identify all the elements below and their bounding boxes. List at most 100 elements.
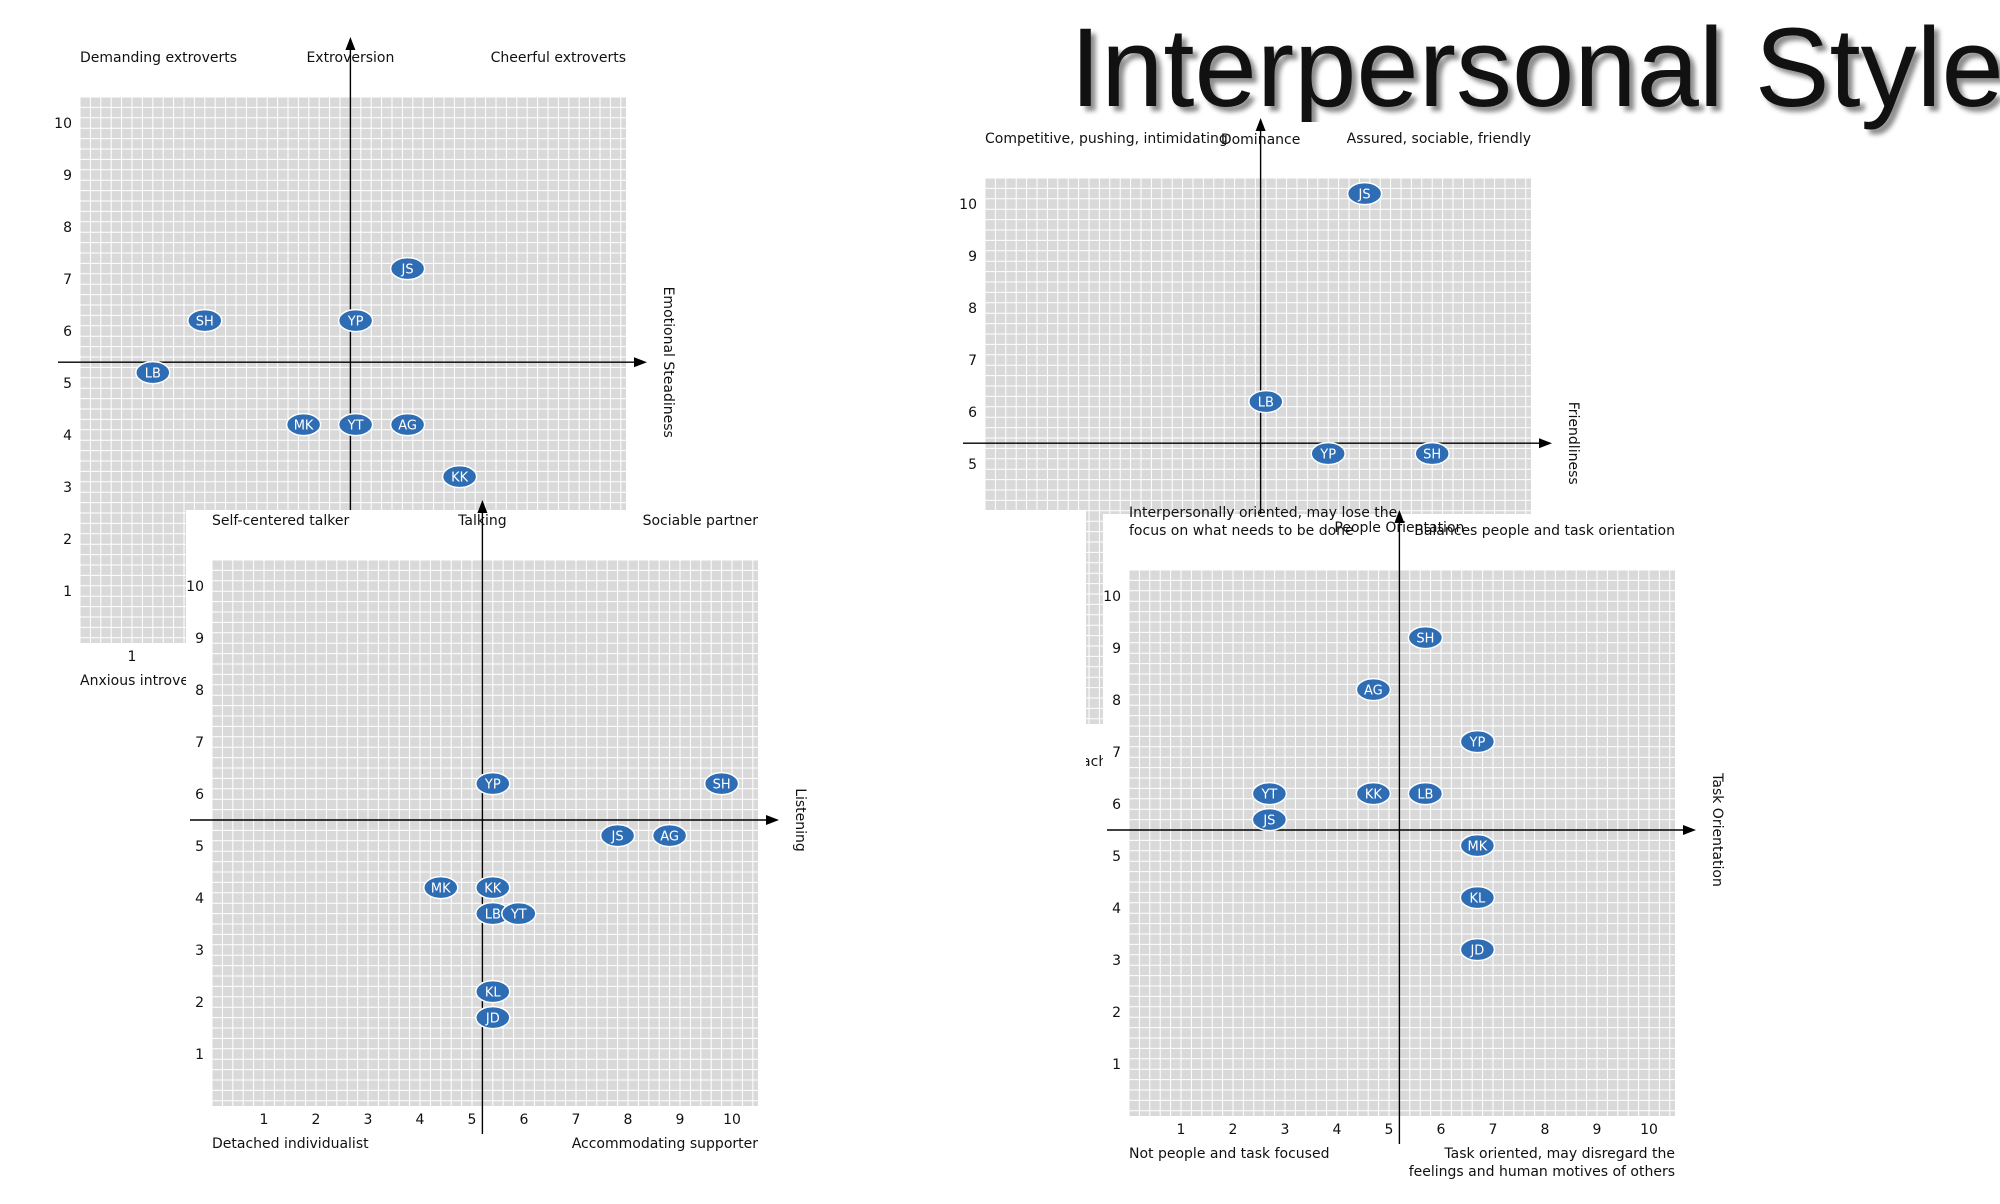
data-point-label: YP [347,315,364,330]
x-tick-label: 6 [520,1112,529,1128]
x-tick-label: 1 [128,649,137,665]
data-point-ag[interactable]: AG [651,823,688,848]
data-point-kk[interactable]: KK [441,464,478,489]
x-tick-label: 2 [312,1112,321,1128]
data-point-label: MK [431,882,451,897]
data-point-yp[interactable]: YP [1459,729,1496,754]
data-point-sh[interactable]: SH [703,771,740,796]
data-point-label: SH [196,315,214,330]
quadrant-label-bottom-left: Not people and task focused [1129,1146,1329,1162]
data-point-kk[interactable]: KK [1355,781,1392,806]
data-point-label: JD [485,1012,500,1027]
quadrant-label-top-right: Cheerful extroverts [491,50,626,66]
x-axis-title: Emotional Steadiness [660,287,676,438]
data-point-label: LB [485,908,501,923]
quadrant-label-bottom-left: Anxious introverts [80,673,208,689]
data-point-label: SH [1423,448,1441,463]
data-point-ag[interactable]: AG [1355,677,1392,702]
data-point-sh[interactable]: SH [1407,625,1444,650]
data-point-yp[interactable]: YP [1310,441,1346,466]
quadrant-label-top-right: Assured, sociable, friendly [1347,131,1531,147]
quadrant-label-bottom-right: feelings and human motives of others [1409,1164,1675,1180]
x-tick-label: 7 [1489,1122,1498,1138]
data-point-mk[interactable]: MK [423,875,459,900]
data-point-yt[interactable]: YT [501,901,537,926]
data-point-label: YT [510,908,527,923]
x-tick-label: 8 [624,1112,633,1128]
data-point-label: KK [484,882,502,897]
gridlines [211,559,758,1106]
grid-background [1129,570,1675,1116]
data-point-label: YP [1319,448,1336,463]
data-point-yt[interactable]: YT [337,412,374,437]
y-tick-label: 5 [968,457,977,473]
x-tick-label: 1 [1177,1122,1186,1138]
data-point-kl[interactable]: KL [475,979,511,1004]
y-tick-label: 8 [968,301,977,317]
data-point-label: JS [611,830,624,845]
data-point-lb[interactable]: LB [1248,389,1284,414]
data-point-js[interactable]: JS [389,256,426,281]
data-point-label: YT [347,419,364,434]
data-point-label: JS [401,263,414,278]
x-tick-label: 9 [676,1112,685,1128]
data-point-yp[interactable]: YP [475,771,511,796]
data-point-ag[interactable]: AG [389,412,426,437]
data-point-label: LB [145,367,161,382]
y-axis-title: Dominance [1221,132,1301,148]
y-tick-label: 10 [186,579,204,595]
y-tick-label: 7 [968,353,977,369]
x-tick-label: 1 [260,1112,269,1128]
data-point-label: AG [660,830,679,845]
data-point-js[interactable]: JS [599,823,636,848]
data-point-label: KK [451,471,469,486]
data-point-sh[interactable]: SH [1414,441,1450,466]
x-tick-label: 3 [364,1112,373,1128]
y-tick-label: 2 [195,995,204,1011]
x-tick-label: 5 [1385,1122,1394,1138]
data-point-yp[interactable]: YP [337,308,374,333]
data-point-sh[interactable]: SH [187,308,223,333]
chart-svg: 1 2 3 4 5 6 7 8 9 10 1 Extroversion Emotional Steadi… [54,37,676,689]
axis-arrows [345,37,647,368]
chart-svg: 1 2 3 4 5 6 7 8 9 10 1 2 3 4 5 6 7 8 9 10 People Orientation… [1103,505,1725,1180]
x-axis-title: Friendliness [1565,402,1581,485]
axes [190,505,773,1134]
data-point-lb[interactable]: LB [135,360,171,385]
data-point-mk[interactable]: MK [1459,833,1496,858]
y-tick-label: 4 [195,891,204,907]
x-tick-label: 6 [1437,1122,1446,1138]
data-point-mk[interactable]: MK [285,412,322,437]
y-tick-label: 5 [1112,849,1121,865]
x-axis-title: Task Orientation [1709,772,1725,887]
quadrant-label-top-right: Balances people and task orientation [1414,523,1675,539]
y-tick-label: 10 [1103,589,1121,605]
y-tick-label: 4 [1112,901,1121,917]
data-point-js[interactable]: JS [1346,181,1383,206]
y-tick-label: 1 [1112,1057,1121,1073]
data-point-jd[interactable]: JD [1459,937,1496,962]
y-tick-label: 1 [195,1047,204,1063]
data-point-label: YP [1469,736,1486,751]
x-tick-label: 10 [1640,1122,1658,1138]
data-point-kk[interactable]: KK [475,875,511,900]
data-point-label: JD [1469,944,1484,959]
data-point-yt[interactable]: YT [1251,781,1288,806]
data-point-label: YP [484,778,501,793]
axis-arrows [1394,510,1696,835]
x-tick-label: 8 [1541,1122,1550,1138]
data-point-lb[interactable]: LB [1407,781,1444,806]
data-point-js[interactable]: JS [1251,807,1288,832]
quadrant-label-top-left: focus on what needs to be done [1129,523,1354,539]
x-tick-label: 7 [572,1112,581,1128]
quadrant-label-top-left: Interpersonally oriented, may lose the [1129,505,1397,521]
y-tick-label: 7 [1112,745,1121,761]
x-tick-label: 10 [723,1112,741,1128]
data-point-jd[interactable]: JD [475,1005,511,1030]
data-point-label: LB [1417,788,1433,803]
y-tick-label: 10 [54,116,72,132]
data-point-kl[interactable]: KL [1459,885,1496,910]
y-tick-label: 8 [63,220,72,236]
y-tick-label: 9 [968,249,977,265]
quadrant-label-bottom-left: Detached individualist [212,1136,369,1152]
